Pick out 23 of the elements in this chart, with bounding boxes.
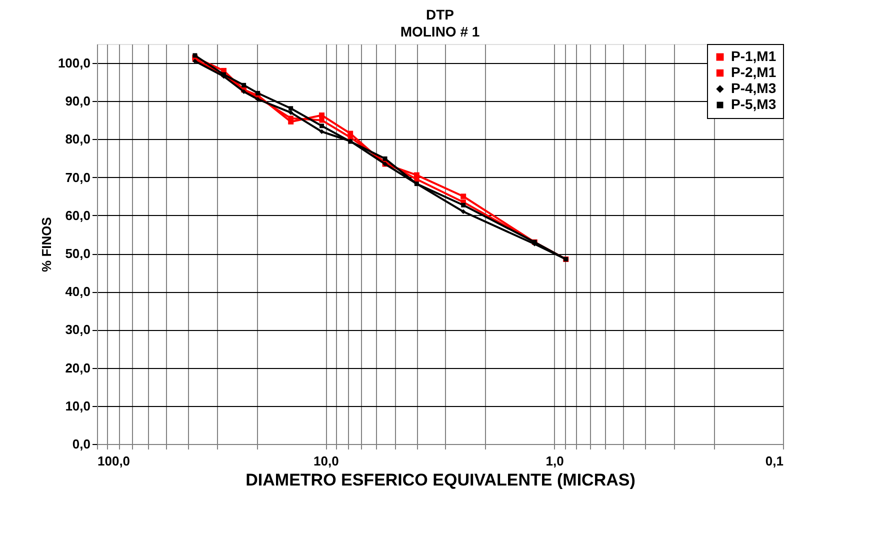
legend-label: P-5,M3	[731, 96, 776, 112]
y-tick-label: 90,0	[65, 94, 90, 109]
x-tick-label: 100,0	[98, 454, 130, 468]
x-tick-label: 1,0	[546, 454, 564, 468]
y-tick-label: 50,0	[65, 246, 90, 262]
legend-label: P-4,M3	[731, 80, 776, 96]
legend-label: P-2,M1	[731, 64, 776, 80]
y-tick-label: 40,0	[65, 284, 90, 300]
y-tick-label: 30,0	[65, 322, 90, 338]
y-tick-label: 10,0	[65, 398, 90, 414]
chart-subtitle: MOLINO # 1	[400, 24, 480, 40]
y-tick-label: 100,0	[58, 56, 90, 71]
legend-label: P-1,M1	[731, 48, 776, 64]
x-axis-title: DIAMETRO ESFERICO EQUIVALENTE (MICRAS)	[246, 470, 636, 490]
x-tick-label: 10,0	[314, 454, 339, 468]
y-tick-label: 20,0	[65, 360, 90, 376]
y-tick-label: 60,0	[65, 208, 90, 223]
y-tick-label: 70,0	[65, 170, 90, 185]
y-tick-label: 80,0	[65, 132, 90, 147]
chart-title: DTP	[426, 6, 454, 22]
x-tick-label: 0,1	[765, 454, 784, 468]
y-axis-title: % FINOS	[38, 216, 54, 272]
y-tick-label: 0,0	[72, 436, 90, 452]
